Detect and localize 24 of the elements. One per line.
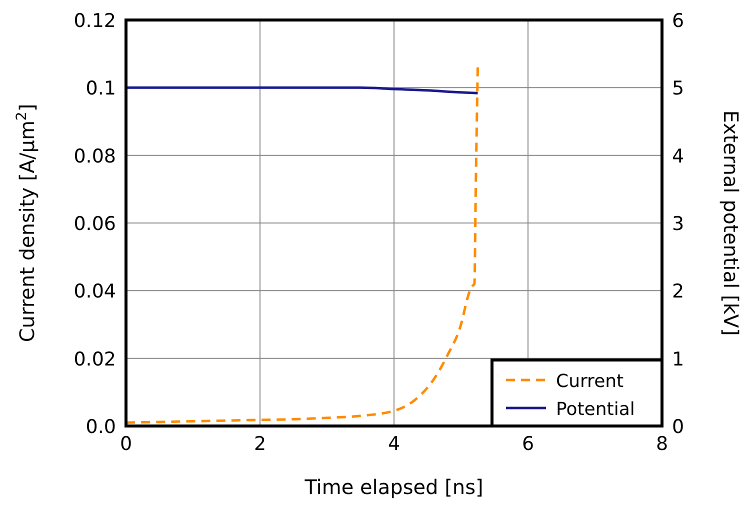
y2-tick-label: 6 (672, 10, 684, 32)
line-series (124, 66, 479, 424)
y2-tick-label: 3 (672, 213, 684, 235)
y-tick-label: 0.12 (74, 10, 116, 32)
x-tick-label: 4 (388, 433, 400, 455)
x-tick-label: 0 (120, 433, 132, 455)
y2-tick-label: 1 (672, 348, 684, 370)
y-tick-label: 0.0 (86, 416, 116, 438)
y2-axis-title: External potential [kV] (719, 110, 743, 336)
x-tick-label: 8 (656, 433, 668, 455)
legend-label: Potential (556, 399, 635, 420)
y-tick-label: 0.08 (74, 145, 116, 168)
y2-tick-label: 4 (672, 145, 684, 168)
legend-label: Current (556, 371, 624, 392)
y2-tick-label: 0 (672, 416, 684, 438)
x-tick-label: 2 (254, 433, 266, 455)
y2-tick-label: 5 (672, 78, 684, 100)
x-tick-label: 6 (522, 433, 534, 455)
y-tick-label: 0.1 (86, 78, 116, 100)
y-tick-label: 0.02 (74, 348, 116, 370)
y2-tick-label: 2 (672, 280, 684, 303)
y-tick-label: 0.06 (74, 213, 116, 235)
y-tick-label: 0.04 (74, 280, 116, 303)
x-axis-title: Time elapsed [ns] (304, 475, 484, 499)
